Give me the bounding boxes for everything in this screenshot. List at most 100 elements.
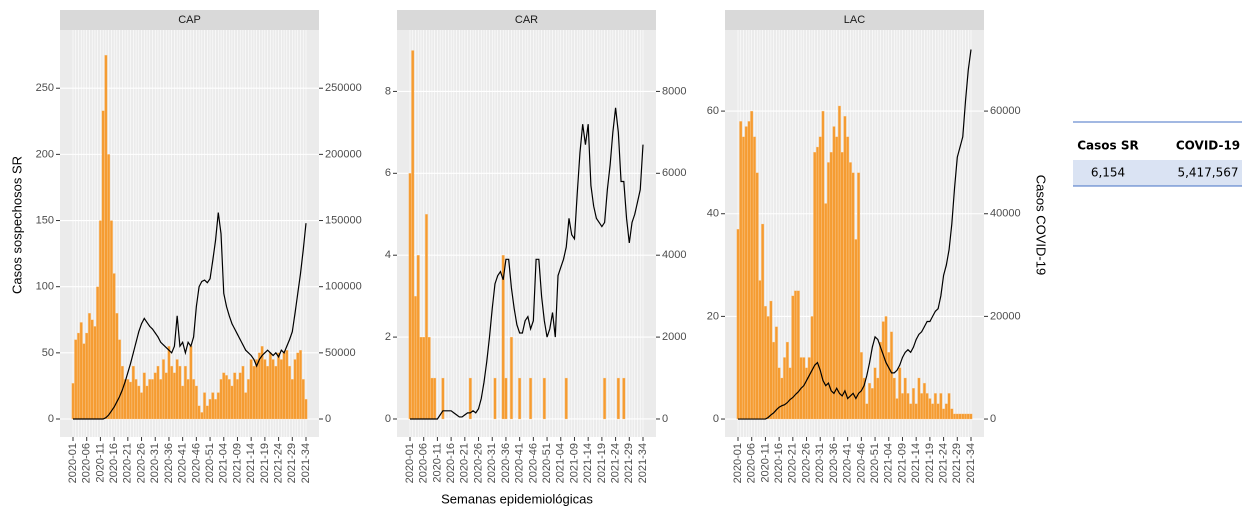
bar xyxy=(887,352,891,420)
bar xyxy=(862,377,866,420)
y2-tick-label: 0 xyxy=(662,413,668,425)
bar xyxy=(906,393,910,420)
x-tick-label: 2020-01 xyxy=(732,443,744,483)
bar xyxy=(917,377,921,420)
y-tick-label: 4 xyxy=(385,249,391,261)
y-tick-label: 8 xyxy=(385,85,391,97)
bar xyxy=(153,372,157,420)
x-tick-label: 2021-19 xyxy=(924,443,936,483)
bar xyxy=(225,375,228,420)
panel-title: LAC xyxy=(844,14,865,26)
bar xyxy=(145,385,149,420)
bar xyxy=(755,172,759,420)
bar xyxy=(433,377,437,420)
bar xyxy=(296,352,300,420)
bar xyxy=(246,379,250,420)
bar xyxy=(230,385,234,420)
bar xyxy=(813,152,817,420)
bar xyxy=(304,399,308,420)
x-tick-label: 2020-26 xyxy=(800,443,812,483)
bar xyxy=(920,393,924,420)
x-tick-label: 2020-41 xyxy=(177,443,189,483)
x-tick-label: 2020-26 xyxy=(472,443,484,483)
y2-tick-label: 6000 xyxy=(662,167,686,179)
bar xyxy=(101,110,105,420)
bar xyxy=(752,136,756,420)
y2-tick-label: 2000 xyxy=(662,331,686,343)
y-tick-label: 2 xyxy=(385,331,391,343)
bar xyxy=(200,412,204,420)
x-tick-label: 2021-19 xyxy=(596,443,608,483)
bar xyxy=(876,377,880,420)
x-axis-title: Semanas epidemiológicas xyxy=(441,491,593,506)
x-tick-label: 2020-21 xyxy=(122,443,134,483)
bar xyxy=(82,343,86,420)
bar xyxy=(189,346,193,420)
bar xyxy=(969,413,973,420)
y-axis-title: Casos sospechosos SR xyxy=(9,156,24,294)
bar xyxy=(774,326,778,420)
bar xyxy=(744,126,748,420)
bar xyxy=(966,413,970,420)
bar xyxy=(77,332,80,420)
bar xyxy=(846,136,850,420)
bar xyxy=(236,379,239,420)
y2-tick-label: 50000 xyxy=(325,347,356,359)
bar xyxy=(268,352,272,420)
bar xyxy=(964,413,967,420)
bar xyxy=(892,377,896,420)
bar xyxy=(255,359,259,420)
bar xyxy=(205,405,209,420)
bar xyxy=(783,357,787,420)
bar xyxy=(564,377,568,420)
x-tick-label: 2020-36 xyxy=(828,443,840,483)
bar xyxy=(288,365,292,420)
panel: CAP 0 50 100 150 200 250 0 50000 100000 150000 2000… xyxy=(36,10,362,483)
x-tick-label: 2020-36 xyxy=(500,443,512,483)
bar xyxy=(859,352,863,420)
bar xyxy=(137,385,141,420)
x-tick-label: 2020-41 xyxy=(514,443,526,483)
x-tick-label: 2020-11 xyxy=(94,443,106,483)
bar xyxy=(277,352,281,420)
bar xyxy=(884,316,888,420)
bar xyxy=(183,365,187,420)
bar xyxy=(851,172,855,420)
x-tick-label: 2021-04 xyxy=(555,443,567,483)
bar xyxy=(156,365,160,420)
bar xyxy=(493,377,497,420)
table-cell: 6,154 xyxy=(1091,166,1125,180)
y2-tick-label: 20000 xyxy=(990,310,1021,322)
bar xyxy=(857,172,861,420)
bar xyxy=(802,357,806,420)
bar xyxy=(914,403,918,420)
table-header: COVID-19 xyxy=(1176,139,1240,153)
bar xyxy=(947,393,951,420)
x-tick-label: 2020-21 xyxy=(787,443,799,483)
bar xyxy=(112,273,116,420)
bar xyxy=(203,392,207,420)
bar xyxy=(244,392,248,420)
strip xyxy=(60,10,319,30)
x-tick-label: 2020-01 xyxy=(67,443,79,483)
bar xyxy=(186,379,190,420)
bar xyxy=(211,392,215,420)
x-tick-label: 2021-09 xyxy=(568,443,580,483)
bar xyxy=(928,398,932,420)
x-tick-label: 2020-06 xyxy=(746,443,758,483)
bar xyxy=(214,399,218,420)
x-tick-label: 2020-26 xyxy=(135,443,147,483)
bar xyxy=(758,280,762,420)
bar xyxy=(282,352,286,420)
bar xyxy=(832,126,836,420)
x-tick-label: 2020-21 xyxy=(459,443,471,483)
y2-tick-label: 60000 xyxy=(990,105,1021,117)
bar xyxy=(824,203,828,420)
bar xyxy=(777,367,781,420)
y2-tick-label: 200000 xyxy=(325,148,362,160)
bar xyxy=(909,403,913,420)
bar xyxy=(175,359,179,420)
bar xyxy=(301,379,305,420)
x-tick-label: 2020-46 xyxy=(190,443,202,483)
x-tick-label: 2020-11 xyxy=(431,443,443,483)
